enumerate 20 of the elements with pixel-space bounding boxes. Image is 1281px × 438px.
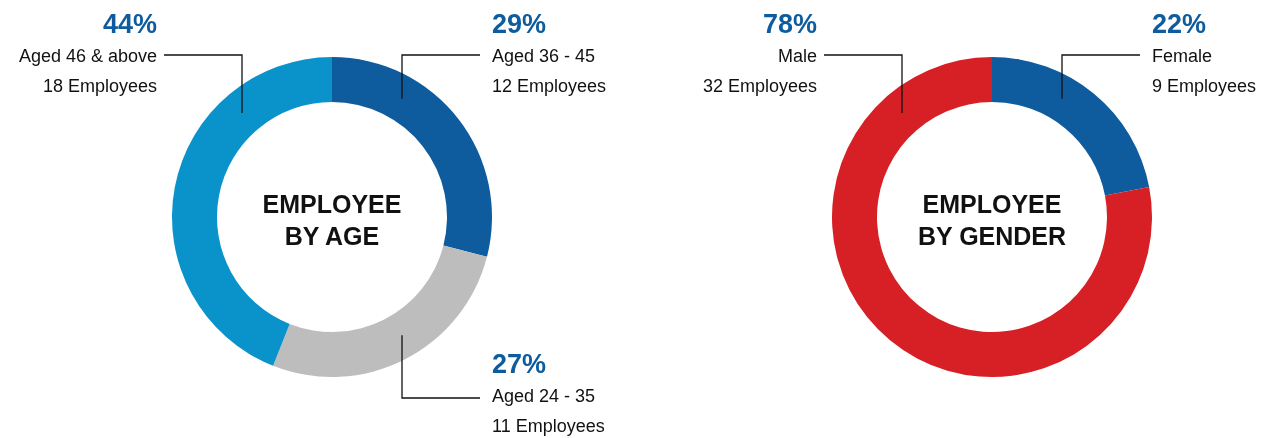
data-label: 22% <box>1152 9 1207 39</box>
data-label: 29% <box>492 9 547 39</box>
text: 18 Employees <box>42 76 157 96</box>
text: 11 Employees <box>492 416 605 436</box>
slice-label: Female <box>1152 46 1213 66</box>
data-label: 78% <box>762 9 817 39</box>
text: 12 Employees <box>492 76 607 96</box>
text: EMPLOYEE BY AGE <box>262 190 402 250</box>
data-label: 27% <box>492 349 547 379</box>
slice-label: Male <box>777 46 817 66</box>
text: 9 Employees <box>1152 76 1257 96</box>
text: EMPLOYEE BY GENDER <box>917 190 1067 250</box>
text: 32 Employees <box>702 76 817 96</box>
donut-slice <box>832 57 1152 377</box>
donut-slice <box>273 245 487 377</box>
donut-slice <box>992 57 1150 196</box>
slice-label: Aged 46 & above <box>18 46 157 66</box>
slice-label: Aged 24 - 35 <box>492 386 596 406</box>
data-label: 44% <box>102 9 157 39</box>
slice-label: Aged 36 - 45 <box>492 46 596 66</box>
